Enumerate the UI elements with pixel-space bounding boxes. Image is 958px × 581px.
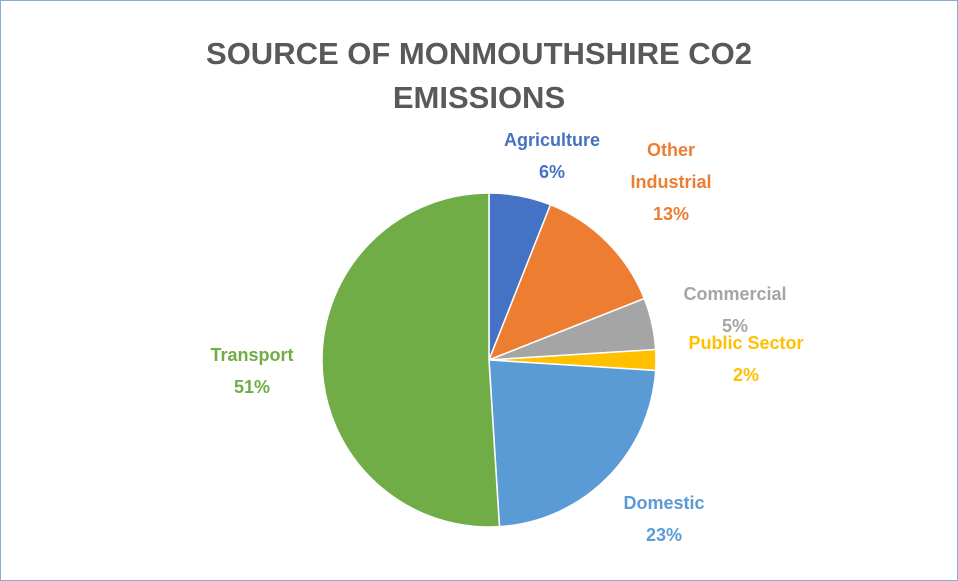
category-label: Public Sector	[688, 333, 804, 353]
value-label: 51%	[233, 377, 271, 397]
chart-title: SOURCE OF MONMOUTHSHIRE CO2 EMISSIONS	[206, 36, 752, 115]
pie-slice	[321, 192, 501, 528]
slice-label: Commercial 5%	[655, 278, 815, 342]
pie-slice	[488, 359, 657, 528]
slice-label: Other Industrial 13%	[616, 134, 726, 230]
value-label: 2%	[732, 365, 759, 385]
value-label: 6%	[538, 162, 565, 182]
category-label: Agriculture	[503, 130, 600, 150]
category-label: Commercial	[683, 284, 787, 304]
value-label: 23%	[645, 525, 683, 545]
slice-label: Agriculture 6%	[472, 124, 632, 188]
value-label: 5%	[721, 316, 748, 336]
value-label: 13%	[652, 204, 690, 224]
slice-label: Public Sector 2%	[666, 327, 826, 391]
category-label: Other Industrial	[630, 140, 712, 192]
category-label: Domestic	[623, 493, 705, 513]
slice-label: Transport 51%	[172, 339, 332, 403]
pie-slice	[487, 203, 646, 362]
slice-label: Domestic 23%	[584, 487, 744, 551]
category-label: Transport	[210, 345, 294, 365]
